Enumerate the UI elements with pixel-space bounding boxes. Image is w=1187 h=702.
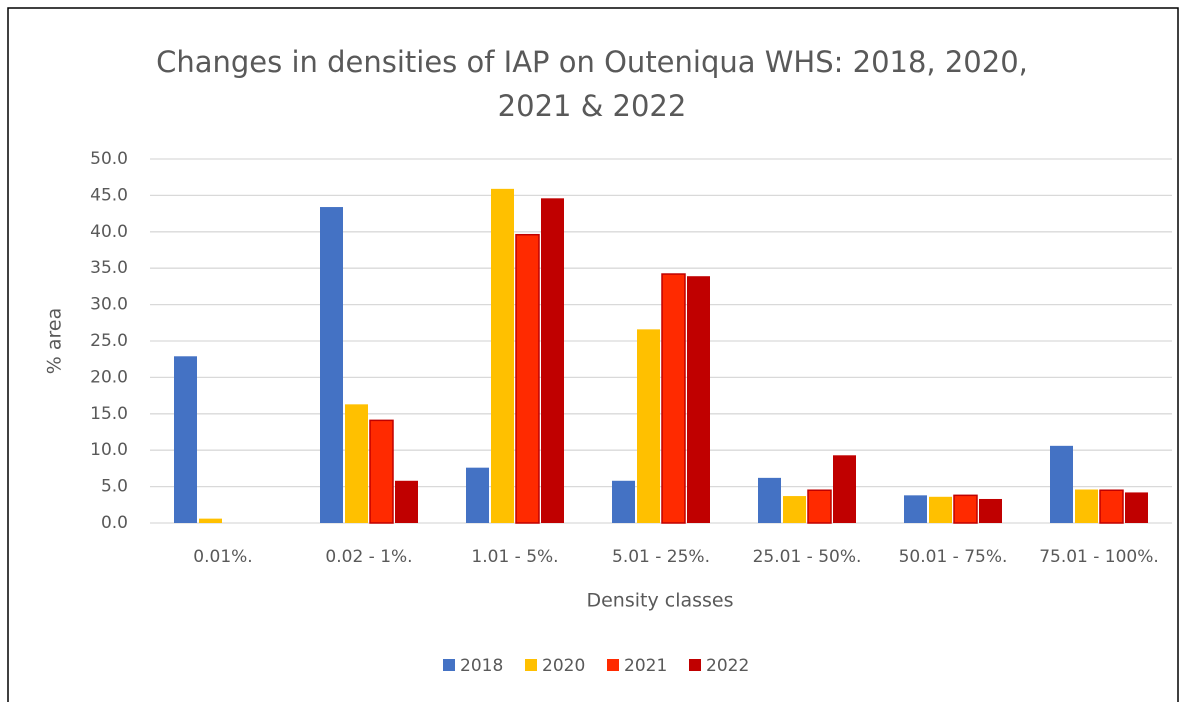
bar <box>953 494 978 524</box>
x-tick-label: 25.01 - 50%. <box>753 547 862 567</box>
bar <box>904 495 927 523</box>
legend-swatch <box>689 659 701 671</box>
bar <box>637 329 660 523</box>
x-tick-label: 50.01 - 75%. <box>899 547 1008 567</box>
y-tick-label: 15.0 <box>90 404 128 424</box>
bar <box>541 198 564 523</box>
bar <box>687 276 710 523</box>
legend-swatch <box>607 659 619 671</box>
x-tick-label: 75.01 - 100%. <box>1039 547 1159 567</box>
legend-label: 2018 <box>460 656 503 676</box>
x-tick-label: 0.01%. <box>193 547 252 567</box>
y-tick-label: 5.0 <box>101 477 128 497</box>
legend-label: 2022 <box>706 656 749 676</box>
bar <box>833 455 856 523</box>
x-tick-label: 1.01 - 5%. <box>471 547 558 567</box>
bar <box>199 518 222 523</box>
x-axis-label: Density classes <box>586 590 733 612</box>
bar <box>395 480 418 523</box>
y-tick-label: 20.0 <box>90 367 128 387</box>
legend-swatch <box>525 659 537 671</box>
bar <box>979 498 1002 523</box>
bar <box>612 480 635 523</box>
y-tick-label: 50.0 <box>90 149 128 169</box>
bar <box>369 419 394 524</box>
x-tick-label: 5.01 - 25%. <box>612 547 710 567</box>
y-tick-label: 0.0 <box>101 513 128 533</box>
bar <box>807 489 832 524</box>
y-tick-label: 45.0 <box>90 185 128 205</box>
y-tick-label: 40.0 <box>90 222 128 242</box>
bar <box>661 273 686 524</box>
y-tick-label: 10.0 <box>90 440 128 460</box>
bar <box>783 496 806 523</box>
bar <box>320 207 343 523</box>
legend-swatch <box>443 659 455 671</box>
legend-label: 2020 <box>542 656 585 676</box>
bar <box>466 467 489 523</box>
chart-frame <box>7 7 1179 702</box>
bar <box>174 356 197 523</box>
bar <box>515 233 540 524</box>
bar <box>758 477 781 523</box>
y-tick-label: 25.0 <box>90 331 128 351</box>
bar <box>1050 445 1073 523</box>
legend-label: 2021 <box>624 656 667 676</box>
chart-title: Changes in densities of IAP on Outeniqua… <box>156 45 1028 123</box>
bar <box>1075 489 1098 523</box>
y-tick-label: 30.0 <box>90 295 128 315</box>
bar <box>345 404 368 523</box>
x-tick-label: 0.02 - 1%. <box>325 547 412 567</box>
bar <box>491 188 514 523</box>
bar <box>1099 489 1124 524</box>
y-axis-label: % area <box>44 308 66 374</box>
bar <box>929 496 952 523</box>
y-tick-label: 35.0 <box>90 258 128 278</box>
bar <box>1125 492 1148 523</box>
